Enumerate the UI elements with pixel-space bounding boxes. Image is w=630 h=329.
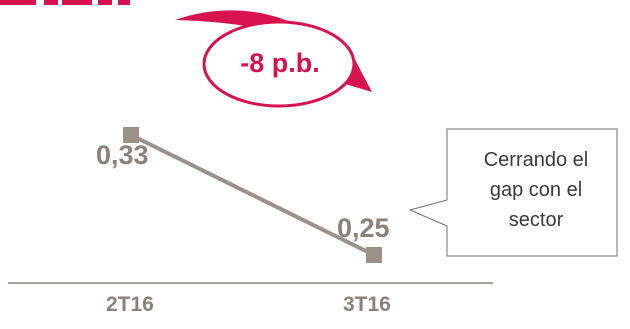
- x-tick-label-3T16: 3T16: [343, 293, 391, 316]
- data-point-3T16: [366, 247, 382, 263]
- badge-ellipse: [202, 20, 356, 108]
- value-label-3T16: 0,25: [337, 213, 390, 243]
- callout-box: [408, 128, 618, 257]
- series-line: [130, 133, 375, 257]
- callout-line-2: gap con el: [489, 179, 583, 201]
- change-badge-text: -8 p.b.: [240, 48, 320, 78]
- cropped-heading-fragment: [0, 0, 130, 5]
- x-tick-label-2T16: 2T16: [106, 293, 154, 316]
- callout-line-1: Cerrando el: [483, 149, 589, 171]
- value-label-2T16: 0,33: [96, 140, 149, 170]
- callout-line-3: sector: [508, 209, 564, 231]
- callout-text: Cerrando el gap con el sector: [456, 145, 616, 235]
- data-point-2T16: [123, 127, 139, 143]
